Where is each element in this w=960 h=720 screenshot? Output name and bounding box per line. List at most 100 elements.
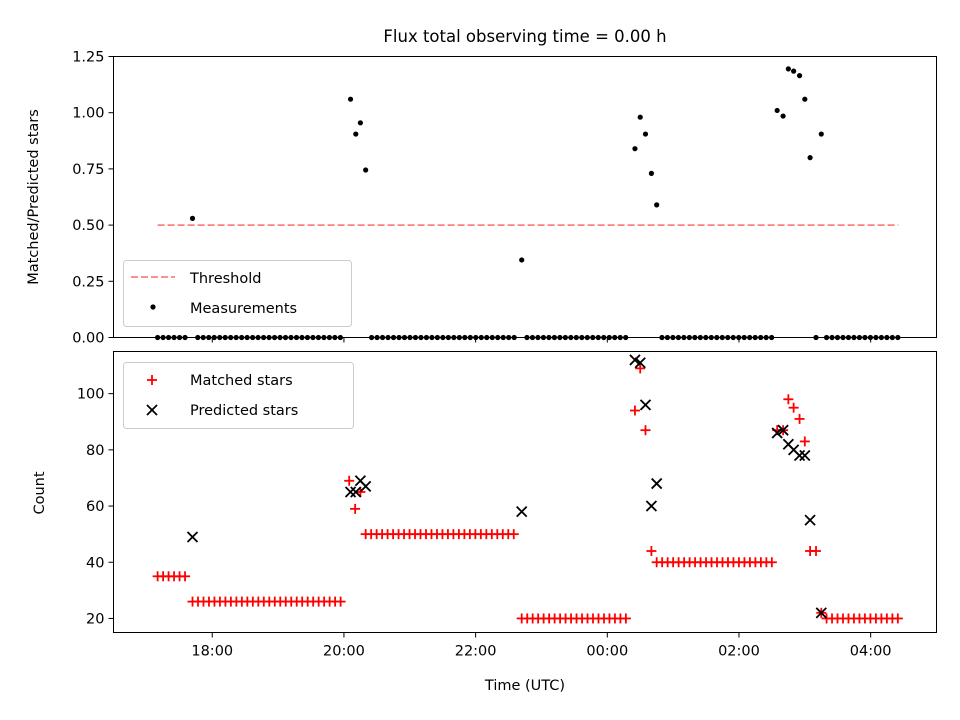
count-y-tick-label: 100 [77,387,105,403]
measurement-point [632,146,638,152]
ratio-y-tick-label: 0.25 [72,274,104,290]
predicted-legend-marker-b [146,404,158,416]
predicted-star-point-b [782,438,794,450]
matched-star-point [799,436,810,447]
predicted-legend-label: Predicted stars [190,403,298,419]
predicted-star-point [344,486,357,498]
ratio-y-tick-label: 0.00 [72,331,104,347]
predicted-star-point-b [771,427,783,439]
ratio-x-ticks [211,337,872,343]
measurement-point [818,131,824,137]
count-marks [152,354,903,624]
matched-star-point [620,613,631,624]
ratio-y-tick-label: 1.25 [72,50,104,66]
measurement-point [791,68,797,74]
predicted-star-point-b [634,357,646,369]
matched-star-point [766,557,777,568]
matched-star-point [646,546,657,557]
measurement-point [780,113,786,119]
ratio-y-tick-label: 0.75 [72,162,104,178]
predicted-star-point-b [815,607,827,619]
predicted-star-point [639,399,652,411]
ratio-legend-box [123,260,352,327]
ratio-panel: 0.00 0.25 0.50 0.75 1.00 1.25 Matched/Predict… [26,50,937,347]
predicted-star-point-b [186,531,199,543]
measurement-point [347,96,354,102]
predicted-star-point [645,500,658,512]
threshold-legend-label: Threshold [189,271,261,287]
measurement-point [642,131,649,137]
predicted-star-point-b [793,449,806,462]
count-panel: 20 40 60 80 100 18:00 20:00 22:00 00:00 02:00 04:… [32,351,937,694]
x-tick-label: 04:00 [850,644,892,660]
predicted-star-point-b [645,500,658,512]
ratio-axes-frame [113,56,937,338]
predicted-star-point [350,486,362,498]
predicted-star-point [360,480,372,493]
predicted-star-point-b [787,444,800,456]
matched-legend-label: Matched stars [190,373,293,389]
ratio-legend: Threshold Measurements [123,260,352,327]
predicted-star-point-b [804,514,816,526]
ratio-y-tick-label: 1.00 [72,106,104,122]
matched-star-point [788,402,799,413]
measurement-point [774,107,780,114]
count-legend-box [123,362,354,429]
matched-star-point [508,529,519,540]
ratio-y-axis-label: Matched/Predicted stars [26,109,42,285]
matched-star-point [640,425,651,436]
x-tick-label: 00:00 [586,644,628,660]
count-y-tick-label: 80 [86,443,104,459]
matched-star-point [350,503,361,514]
measurement-point [648,170,655,176]
predicted-star-point-b [799,449,811,462]
matched-legend-marker [147,375,157,385]
predicted-star-point-b [777,424,789,436]
predicted-star-point [799,449,811,462]
count-legend: Matched stars Predicted stars [123,362,354,429]
count-axes-frame [113,351,937,633]
measurement-point [802,96,808,102]
matched-star-point [355,487,366,497]
x-tick-label: 18:00 [191,644,233,660]
measurement-point [357,120,363,126]
predicted-star-point [804,514,816,526]
matched-star-point [335,596,346,607]
x-tick-label: 20:00 [323,644,365,660]
measurements-legend-swatch [150,304,156,310]
count-x-ticks: 18:00 20:00 22:00 00:00 02:00 04:00 [191,632,892,660]
predicted-star-point [793,449,806,462]
count-y-axis-label: Count [32,471,48,514]
measurements-legend-label: Measurements [190,301,297,317]
predicted-legend-swatch [146,404,158,416]
predicted-star-point [777,424,789,436]
measurement-point [353,131,359,137]
x-tick-label: 02:00 [718,644,760,660]
chart-title: Flux total observing time = 0.00 h [383,27,666,46]
predicted-star-point [516,506,528,518]
predicted-star-point-b [360,480,372,493]
measurement-point [519,257,525,263]
predicted-star-point [651,477,663,490]
predicted-star-point [186,531,199,543]
matched-star-point [635,363,646,374]
matched-star-point [180,571,191,582]
predicted-star-point-b [350,486,362,498]
measurement-point [363,167,369,173]
predicted-star-point-b [344,486,357,498]
predicted-star-point [815,607,827,619]
predicted-star-point-b [516,506,528,518]
measurement-point [807,155,813,161]
matched-star-point [811,546,822,557]
count-y-tick-label: 60 [86,499,104,515]
ratio-y-tick-label: 0.50 [72,218,104,234]
matched-star-point [629,405,640,416]
predicted-star-point-b [629,354,641,366]
measurement-point [654,202,660,208]
matched-legend-swatch [147,375,157,385]
predicted-star-point [629,354,641,366]
predicted-star-point-b [651,477,663,490]
x-axis-label: Time (UTC) [484,678,565,694]
matched-star-point [794,413,805,424]
